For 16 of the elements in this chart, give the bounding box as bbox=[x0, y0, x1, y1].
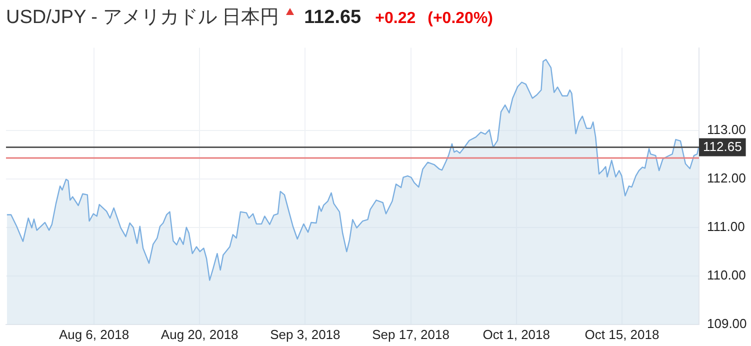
ref-line-label: 112.65 bbox=[703, 138, 742, 154]
text: +0.22 bbox=[375, 10, 416, 28]
x-tick-label: Oct 15, 2018 bbox=[584, 326, 660, 342]
chart-title: USD/JPY - アメリカドル 日本円 bbox=[6, 6, 280, 30]
x-tick-label: Sep 3, 2018 bbox=[270, 326, 340, 342]
y-tick-label: 110.00 bbox=[707, 267, 746, 282]
y-tick-label: 109.00 bbox=[707, 316, 747, 331]
x-tick-label: Sep 17, 2018 bbox=[372, 326, 450, 342]
x-tick-label: Aug 20, 2018 bbox=[160, 326, 238, 342]
x-tick-label: Oct 1, 2018 bbox=[482, 326, 550, 342]
x-tick-label: Aug 6, 2018 bbox=[58, 326, 130, 342]
y-tick-label: 112.00 bbox=[707, 170, 746, 186]
y-tick-label: 113.00 bbox=[707, 122, 746, 137]
text: 112.65 bbox=[304, 7, 362, 29]
text: (+0.20%) bbox=[428, 10, 493, 28]
y-tick-label: 111.00 bbox=[707, 218, 745, 234]
